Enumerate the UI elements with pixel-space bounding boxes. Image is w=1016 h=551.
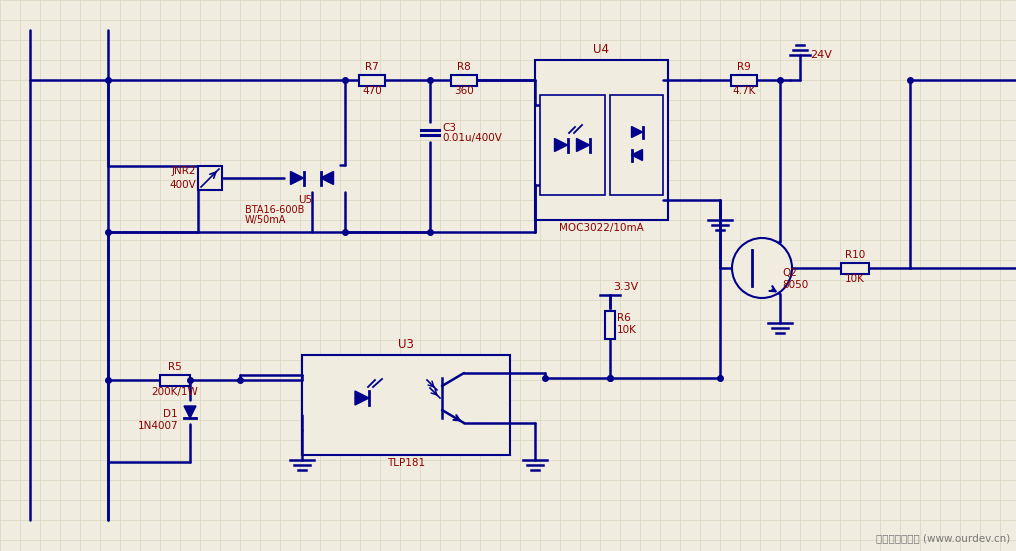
Text: 10K: 10K: [617, 325, 637, 335]
Polygon shape: [632, 149, 642, 160]
Polygon shape: [576, 138, 589, 152]
Text: 24V: 24V: [810, 50, 832, 60]
Bar: [605, 311, 615, 339]
Text: 中国电子开发网 (www.ourdev.cn): 中国电子开发网 (www.ourdev.cn): [876, 533, 1010, 543]
Text: R6: R6: [617, 313, 631, 323]
Polygon shape: [632, 127, 642, 138]
Text: 8050: 8050: [782, 280, 809, 290]
Text: 10K: 10K: [845, 274, 865, 284]
Polygon shape: [555, 138, 568, 152]
Text: D1: D1: [164, 409, 178, 419]
Bar: [535, 60, 668, 220]
Text: U3: U3: [398, 338, 414, 351]
Bar: [451, 74, 477, 85]
Text: 0.01u/400V: 0.01u/400V: [442, 133, 502, 143]
Text: MOC3022/10mA: MOC3022/10mA: [559, 223, 644, 233]
Text: 4.7K: 4.7K: [733, 87, 756, 96]
Polygon shape: [320, 171, 333, 185]
Bar: [841, 262, 869, 273]
Polygon shape: [291, 171, 304, 185]
Bar: [731, 74, 757, 85]
Text: R9: R9: [738, 62, 751, 73]
Polygon shape: [355, 391, 369, 405]
Text: 360: 360: [454, 87, 473, 96]
Text: 3.3V: 3.3V: [613, 282, 638, 292]
Text: BTA16-600B: BTA16-600B: [245, 205, 305, 215]
Text: 200K/1W: 200K/1W: [151, 386, 198, 397]
Text: R10: R10: [845, 251, 866, 261]
Bar: [198, 166, 223, 190]
Bar: [160, 375, 190, 386]
Text: U4: U4: [593, 43, 610, 56]
Text: R8: R8: [457, 62, 470, 73]
Text: R5: R5: [168, 363, 182, 372]
Text: Q2: Q2: [782, 268, 797, 278]
Text: 1N4007: 1N4007: [137, 421, 178, 431]
Text: C3: C3: [442, 123, 456, 133]
Text: W/50mA: W/50mA: [245, 215, 287, 225]
Bar: [359, 74, 385, 85]
Circle shape: [732, 238, 792, 298]
Text: R7: R7: [365, 62, 379, 73]
Text: 470: 470: [362, 87, 382, 96]
Text: JNR2: JNR2: [172, 166, 196, 176]
Bar: [539, 95, 605, 195]
Text: U5: U5: [298, 195, 312, 205]
Bar: [610, 95, 663, 195]
Text: 400V: 400V: [170, 180, 196, 190]
Polygon shape: [184, 406, 196, 418]
Text: TLP181: TLP181: [387, 458, 425, 468]
Bar: [302, 355, 510, 455]
